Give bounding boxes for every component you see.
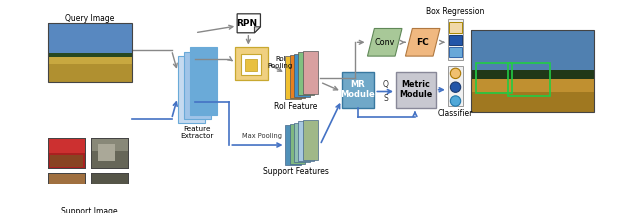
Bar	[48, 53, 132, 60]
Text: Support Image: Support Image	[61, 207, 118, 213]
Bar	[298, 52, 314, 95]
Bar	[92, 173, 129, 203]
Bar	[285, 56, 301, 99]
Bar	[184, 52, 211, 119]
Text: Classifier: Classifier	[438, 109, 473, 118]
Text: Max Pooling: Max Pooling	[242, 133, 282, 139]
Bar	[471, 70, 595, 81]
Text: S: S	[383, 94, 388, 103]
Bar	[508, 63, 550, 96]
Text: MR
Module: MR Module	[340, 80, 375, 99]
Text: RoI Feature: RoI Feature	[274, 102, 317, 111]
Bar	[396, 72, 436, 108]
Bar	[294, 122, 310, 162]
Bar	[92, 138, 129, 168]
Text: RoI
Pooling: RoI Pooling	[268, 56, 293, 69]
Text: Support Features: Support Features	[263, 167, 329, 176]
Bar	[48, 187, 85, 203]
Bar	[48, 23, 132, 56]
Bar	[342, 72, 374, 108]
Text: Box Regression: Box Regression	[426, 7, 484, 16]
Bar	[448, 66, 463, 106]
Bar	[303, 51, 318, 94]
Bar	[476, 63, 513, 93]
Polygon shape	[406, 29, 440, 56]
Bar	[92, 173, 129, 203]
Bar	[449, 22, 461, 33]
Bar	[177, 56, 205, 124]
Text: Q: Q	[383, 80, 388, 89]
Bar	[471, 30, 595, 73]
Bar	[448, 19, 463, 60]
Circle shape	[451, 96, 461, 106]
Bar	[471, 79, 595, 92]
Bar	[92, 138, 129, 168]
Bar	[48, 173, 85, 203]
Bar	[236, 47, 268, 80]
Bar	[285, 125, 301, 165]
Bar	[189, 47, 218, 115]
Bar	[50, 154, 83, 167]
Text: Metric
Module: Metric Module	[399, 80, 433, 99]
Bar	[471, 30, 595, 112]
Bar	[48, 23, 132, 82]
Polygon shape	[367, 29, 402, 56]
Bar	[241, 54, 261, 75]
Bar	[449, 35, 461, 45]
Bar	[471, 78, 595, 112]
Text: Conv: Conv	[374, 38, 395, 47]
Bar	[48, 173, 85, 203]
Circle shape	[451, 68, 461, 79]
Bar	[290, 55, 305, 98]
Bar	[449, 47, 461, 57]
Bar	[294, 53, 310, 97]
Bar	[48, 57, 132, 82]
Bar	[92, 173, 129, 187]
Text: Feature
Extractor: Feature Extractor	[180, 126, 214, 139]
Bar	[303, 120, 318, 160]
Bar	[48, 138, 85, 168]
Text: FC: FC	[417, 38, 429, 47]
Bar	[98, 144, 115, 161]
Bar	[92, 151, 129, 168]
Bar	[48, 138, 85, 153]
Polygon shape	[254, 27, 260, 33]
Bar	[48, 138, 85, 168]
Text: RPN: RPN	[237, 19, 258, 28]
Bar	[290, 124, 305, 164]
Text: Query Image: Query Image	[65, 14, 115, 23]
Circle shape	[451, 82, 461, 92]
Bar	[298, 121, 314, 161]
Polygon shape	[237, 14, 260, 33]
Bar	[48, 57, 132, 64]
Bar	[245, 59, 257, 71]
